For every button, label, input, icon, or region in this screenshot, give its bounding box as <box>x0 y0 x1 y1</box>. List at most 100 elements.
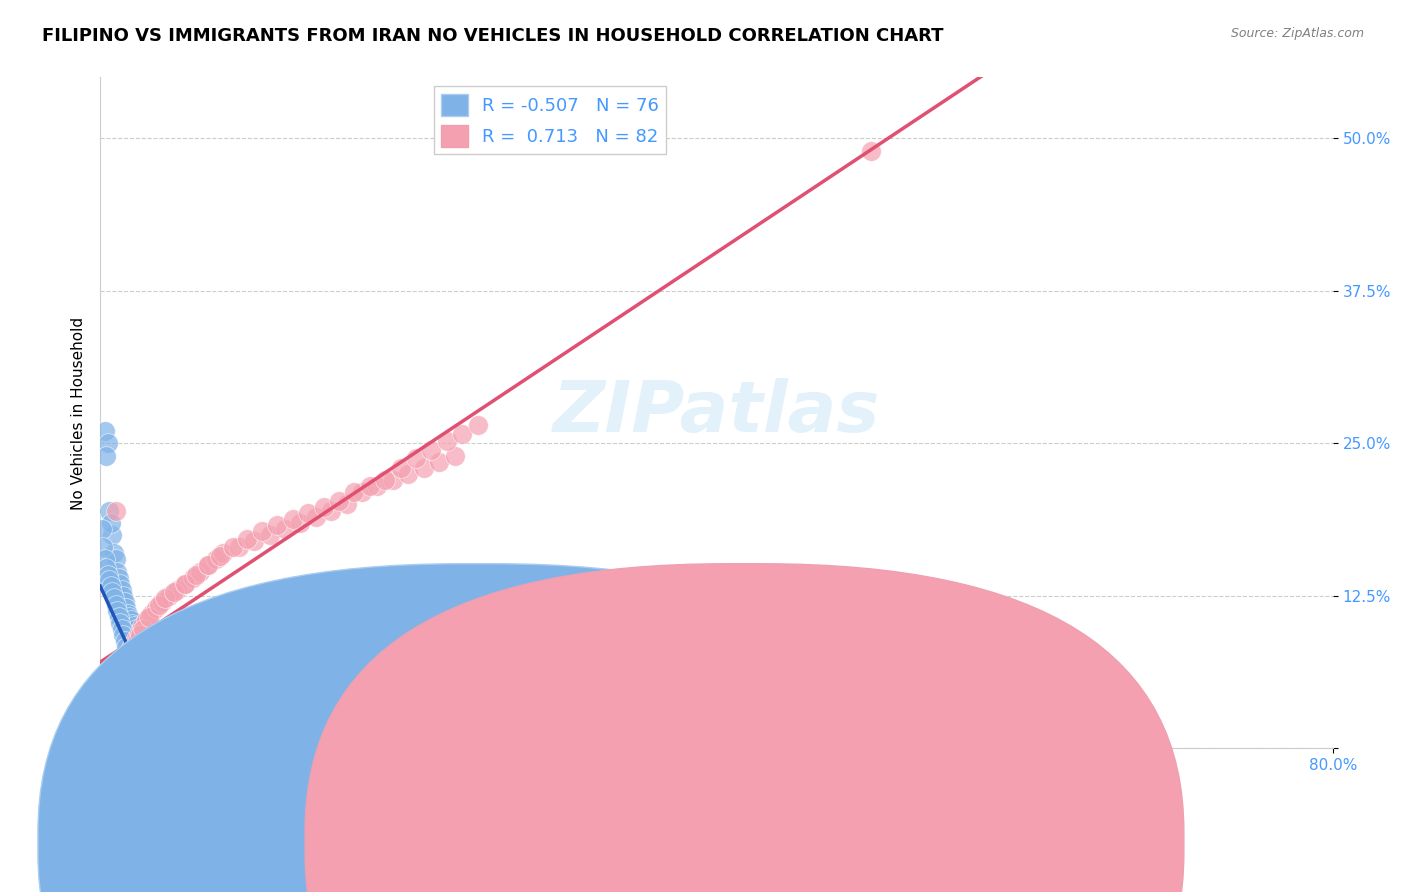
Point <box>112 707 135 722</box>
Point <box>250 524 273 539</box>
Point <box>859 144 882 158</box>
Point <box>259 528 281 542</box>
Point <box>105 695 128 709</box>
Point <box>120 613 142 627</box>
Point <box>117 652 139 666</box>
Point <box>374 473 396 487</box>
Y-axis label: No Vehicles in Household: No Vehicles in Household <box>72 317 86 509</box>
Point <box>427 455 450 469</box>
Point <box>118 652 141 666</box>
Point <box>101 585 124 599</box>
Point <box>107 700 129 714</box>
Point <box>120 658 142 673</box>
Point <box>104 678 127 692</box>
Point <box>91 540 114 554</box>
Point <box>111 622 134 636</box>
Point <box>266 518 288 533</box>
Point <box>343 485 366 500</box>
Point <box>290 516 312 530</box>
Point <box>111 665 134 679</box>
Point <box>389 461 412 475</box>
Point <box>127 723 149 738</box>
Point <box>98 573 121 587</box>
Text: FILIPINO VS IMMIGRANTS FROM IRAN NO VEHICLES IN HOUSEHOLD CORRELATION CHART: FILIPINO VS IMMIGRANTS FROM IRAN NO VEHI… <box>42 27 943 45</box>
Point <box>235 532 257 546</box>
Text: Source: ZipAtlas.com: Source: ZipAtlas.com <box>1230 27 1364 40</box>
Point <box>145 601 167 615</box>
Point <box>97 665 120 679</box>
Point <box>97 687 120 701</box>
Point <box>104 598 127 612</box>
Point <box>127 625 149 640</box>
Point <box>97 436 120 450</box>
Point <box>94 687 117 701</box>
Point <box>114 595 136 609</box>
Point <box>103 687 125 701</box>
Point <box>148 598 170 612</box>
Point <box>366 479 388 493</box>
Point <box>98 668 121 682</box>
Point <box>120 646 142 660</box>
Point <box>381 473 404 487</box>
Point <box>129 632 152 646</box>
Point <box>114 658 136 673</box>
Point <box>117 607 139 622</box>
Point <box>412 461 434 475</box>
Point <box>132 638 155 652</box>
Point <box>105 668 128 682</box>
Point <box>94 552 117 566</box>
Point <box>281 512 304 526</box>
Point <box>188 565 211 579</box>
Point <box>405 451 427 466</box>
Point <box>135 613 157 627</box>
Point <box>148 668 170 682</box>
Point <box>104 552 127 566</box>
Point <box>124 622 146 636</box>
Point <box>138 650 160 665</box>
Point <box>117 646 139 660</box>
Point <box>105 565 128 579</box>
Point <box>138 609 160 624</box>
Point <box>122 719 145 733</box>
Point <box>111 582 134 597</box>
Point <box>115 650 138 665</box>
Point <box>305 509 328 524</box>
Point <box>107 671 129 685</box>
Point <box>100 579 122 593</box>
Point <box>97 662 120 676</box>
Point <box>103 591 125 606</box>
Point <box>98 690 121 705</box>
Point <box>451 426 474 441</box>
Point <box>321 503 343 517</box>
Point <box>132 622 155 636</box>
Point <box>128 625 150 640</box>
Point <box>112 628 135 642</box>
Point <box>91 681 114 695</box>
Point <box>101 681 124 695</box>
Point <box>98 705 121 719</box>
Point <box>115 640 138 655</box>
Point <box>96 449 118 463</box>
Point <box>120 717 142 731</box>
Point <box>209 549 232 563</box>
Point <box>135 674 157 689</box>
Point <box>352 485 374 500</box>
Point <box>197 558 219 573</box>
Point <box>114 634 136 648</box>
Point <box>359 479 381 493</box>
Point <box>173 576 195 591</box>
Point <box>108 615 131 630</box>
Point <box>197 558 219 573</box>
Point <box>274 522 297 536</box>
Point <box>135 644 157 658</box>
Point <box>115 601 138 615</box>
Point <box>143 656 166 670</box>
Point <box>103 546 125 560</box>
Point <box>104 690 127 705</box>
Point <box>221 540 243 554</box>
Point <box>100 711 122 725</box>
Point <box>128 629 150 643</box>
Point <box>420 442 443 457</box>
Point <box>228 540 250 554</box>
Point <box>108 576 131 591</box>
